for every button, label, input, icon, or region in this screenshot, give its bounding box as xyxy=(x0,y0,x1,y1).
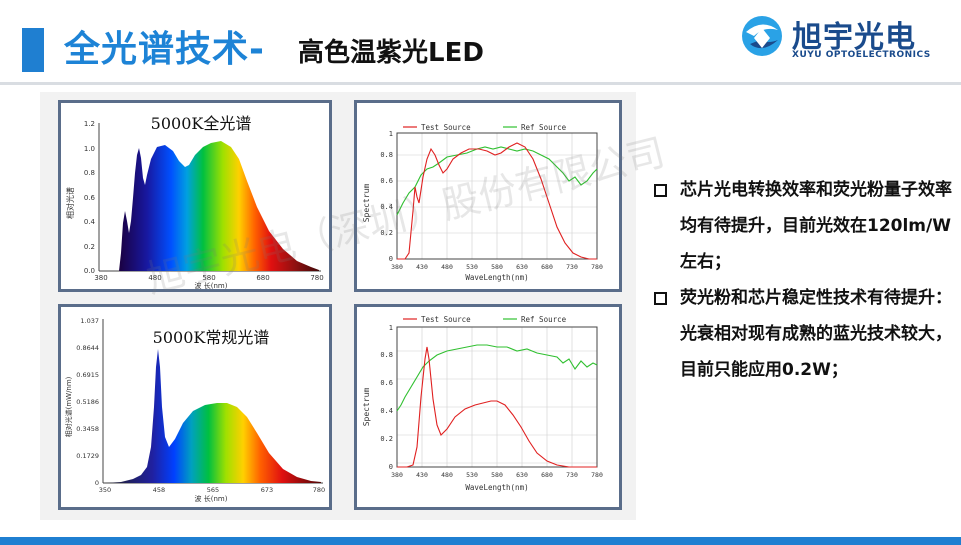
conventional-spectrum-xlabel: 波 长(nm) xyxy=(195,494,228,503)
cmp-bot-ytick: 0.4 xyxy=(380,407,393,415)
full-ytick: 1.2 xyxy=(84,120,95,128)
comparison-chart-bottom: Test Source Ref Source Spectrum 0 0.2 xyxy=(354,304,622,510)
ref-source-line-top xyxy=(396,146,598,216)
test-source-line-top xyxy=(397,142,597,260)
ref-source-line-bottom xyxy=(396,344,598,412)
compare-top-xlabel: WaveLength(nm) xyxy=(465,273,528,282)
conventional-spectrum-ylabel: 相对光谱(mW/nm) xyxy=(64,376,73,437)
full-xtick: 780 xyxy=(310,274,323,282)
full-ytick: 0.0 xyxy=(84,267,95,275)
conv-xtick: 673 xyxy=(261,486,273,494)
conv-xtick: 458 xyxy=(153,486,165,494)
conventional-spectrum-title: 5000K常规光谱 xyxy=(153,328,270,347)
cmp-top-xtick: 480 xyxy=(441,263,453,271)
conventional-spectrum-panel: 5000K常规光谱 相对光谱(mW/nm) 0 0.1729 0.3458 0.… xyxy=(58,304,332,510)
title-accent-bar xyxy=(22,28,44,72)
logo-mark-icon xyxy=(742,16,782,56)
bullet-text: 荧光粉和芯片稳定性技术有待提升：光衰相对现有成熟的蓝光技术较大，目前只能应用0.… xyxy=(680,288,952,380)
legend-test-source: Test Source xyxy=(421,315,471,324)
footer-bar xyxy=(0,537,961,545)
cmp-bot-xtick: 530 xyxy=(466,471,478,479)
compare-bottom-xlabel: WaveLength(nm) xyxy=(465,483,528,492)
conv-ytick: 0.6915 xyxy=(76,371,99,379)
cmp-top-xtick: 430 xyxy=(416,263,428,271)
full-xtick: 580 xyxy=(202,274,215,282)
cmp-top-ytick: 0.6 xyxy=(380,177,393,185)
full-ytick: 0.4 xyxy=(84,218,96,226)
full-ytick: 1.0 xyxy=(84,145,95,153)
cmp-top-xtick: 580 xyxy=(491,263,503,271)
logo-subtitle: XUYU OPTOELECTRONICS xyxy=(792,50,931,60)
full-spectrum-xlabel: 波 长(nm) xyxy=(195,281,228,289)
conv-ytick: 0.3458 xyxy=(76,425,99,433)
logo-name: 旭宇光电 xyxy=(792,20,916,55)
square-bullet-icon xyxy=(654,184,667,197)
cmp-bot-xtick: 780 xyxy=(591,471,603,479)
cmp-bot-ytick: 0.8 xyxy=(380,351,393,359)
legend-ref-source: Ref Source xyxy=(521,315,567,324)
company-logo: 旭宇光电 XUYU OPTOELECTRONICS xyxy=(740,14,940,62)
cmp-top-xtick: 780 xyxy=(591,263,603,271)
conv-ytick: 1.037 xyxy=(80,317,99,325)
full-spectrum-panel: 5000K全光谱 相对光谱 0.0 0.2 0.4 0.6 0.8 1.0 1.… xyxy=(58,100,332,292)
cmp-top-ytick: 0.4 xyxy=(380,203,393,211)
cmp-bot-ytick: 0.6 xyxy=(380,379,393,387)
cmp-bot-ytick: 1 xyxy=(389,324,393,332)
bullet-text: 芯片光电转换效率和荧光粉量子效率均有待提升，目前光效在120lm/W左右； xyxy=(680,180,952,272)
spectrum-figure-area: 5000K全光谱 相对光谱 0.0 0.2 0.4 0.6 0.8 1.0 1.… xyxy=(40,92,636,520)
bullet-item: 芯片光电转换效率和荧光粉量子效率均有待提升，目前光效在120lm/W左右； xyxy=(652,172,952,280)
bullet-list: 芯片光电转换效率和荧光粉量子效率均有待提升，目前光效在120lm/W左右； 荧光… xyxy=(652,172,952,388)
cmp-top-xtick: 680 xyxy=(541,263,553,271)
cmp-top-ytick: 1 xyxy=(389,130,393,138)
conv-ytick: 0.1729 xyxy=(76,452,99,460)
cmp-top-ytick: 0.2 xyxy=(380,229,393,237)
cmp-bot-xtick: 430 xyxy=(416,471,428,479)
full-xtick: 380 xyxy=(94,274,107,282)
cmp-bot-ytick: 0 xyxy=(389,463,393,471)
full-ytick: 0.6 xyxy=(84,194,96,202)
comparison-chart-top: Test Source Ref Source Spectrum 0 0.2 xyxy=(354,100,622,292)
conv-ytick: 0 xyxy=(95,479,99,487)
bullet-item: 荧光粉和芯片稳定性技术有待提升：光衰相对现有成熟的蓝光技术较大，目前只能应用0.… xyxy=(652,280,952,388)
cmp-top-xtick: 380 xyxy=(391,263,403,271)
compare-bottom-ylabel: Spectrum xyxy=(362,388,371,427)
full-xtick: 680 xyxy=(256,274,269,282)
full-spectrum-title: 5000K全光谱 xyxy=(151,114,252,133)
conv-ytick: 0.8644 xyxy=(76,344,99,352)
cmp-top-xtick: 530 xyxy=(466,263,478,271)
cmp-bot-xtick: 580 xyxy=(491,471,503,479)
cmp-bot-xtick: 630 xyxy=(516,471,528,479)
full-xtick: 480 xyxy=(148,274,161,282)
full-ytick: 0.8 xyxy=(84,169,95,177)
conv-ytick: 0.5186 xyxy=(76,398,99,406)
cmp-top-xtick: 730 xyxy=(566,263,578,271)
page-title: 全光谱技术- xyxy=(64,29,265,70)
conventional-spectrum-curve xyxy=(105,349,321,483)
compare-top-ylabel: Spectrum xyxy=(362,184,371,223)
legend-ref-source: Ref Source xyxy=(521,123,567,132)
cmp-bot-xtick: 480 xyxy=(441,471,453,479)
cmp-top-ytick: 0 xyxy=(389,255,393,263)
cmp-bot-xtick: 730 xyxy=(566,471,578,479)
test-source-line-bottom xyxy=(397,346,597,468)
cmp-bot-xtick: 380 xyxy=(391,471,403,479)
legend-test-source: Test Source xyxy=(421,123,471,132)
page-subtitle: 高色温紫光LED xyxy=(298,38,484,68)
header-divider xyxy=(0,82,961,85)
cmp-top-ytick: 0.8 xyxy=(380,151,393,159)
square-bullet-icon xyxy=(654,292,667,305)
conv-xtick: 565 xyxy=(207,486,219,494)
cmp-bot-xtick: 680 xyxy=(541,471,553,479)
full-ytick: 0.2 xyxy=(84,243,95,251)
full-spectrum-ylabel: 相对光谱 xyxy=(65,187,75,219)
conv-xtick: 780 xyxy=(313,486,325,494)
conv-xtick: 350 xyxy=(99,486,111,494)
cmp-top-xtick: 630 xyxy=(516,263,528,271)
full-spectrum-curve xyxy=(119,141,319,271)
cmp-bot-ytick: 0.2 xyxy=(380,435,393,443)
